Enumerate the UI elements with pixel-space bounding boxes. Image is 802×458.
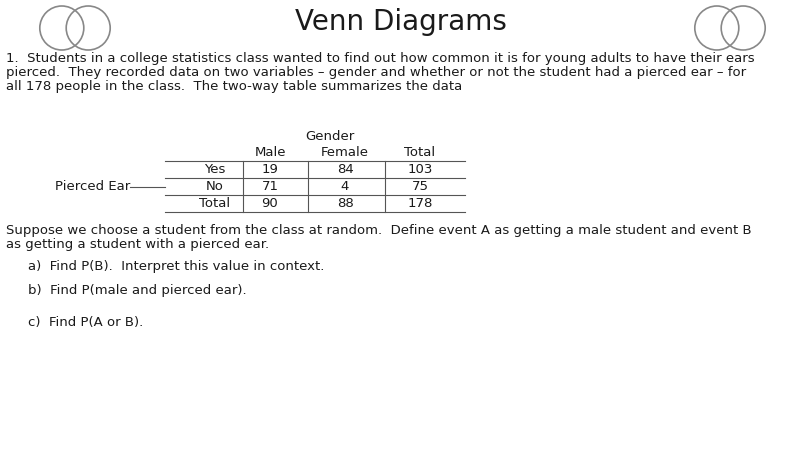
Text: Gender: Gender — [306, 130, 354, 143]
Text: 1.  Students in a college statistics class wanted to find out how common it is f: 1. Students in a college statistics clas… — [6, 52, 755, 65]
Text: Total: Total — [404, 146, 435, 159]
Text: b)  Find P(male and pierced ear).: b) Find P(male and pierced ear). — [28, 284, 247, 297]
Text: 103: 103 — [407, 163, 433, 176]
Text: Venn Diagrams: Venn Diagrams — [295, 8, 507, 36]
Text: 19: 19 — [261, 163, 278, 176]
Text: Suppose we choose a student from the class at random.  Define event A as getting: Suppose we choose a student from the cla… — [6, 224, 751, 237]
Text: 178: 178 — [407, 197, 433, 210]
Text: 75: 75 — [411, 180, 428, 193]
Text: No: No — [206, 180, 224, 193]
Text: as getting a student with a pierced ear.: as getting a student with a pierced ear. — [6, 238, 269, 251]
Text: Pierced Ear: Pierced Ear — [55, 180, 130, 193]
Text: a)  Find P(B).  Interpret this value in context.: a) Find P(B). Interpret this value in co… — [28, 260, 324, 273]
Text: 88: 88 — [337, 197, 354, 210]
Text: Total: Total — [200, 197, 230, 210]
Text: 4: 4 — [341, 180, 349, 193]
Text: pierced.  They recorded data on two variables – gender and whether or not the st: pierced. They recorded data on two varia… — [6, 66, 746, 79]
Text: 84: 84 — [337, 163, 354, 176]
Text: c)  Find P(A or B).: c) Find P(A or B). — [28, 316, 144, 329]
Text: 71: 71 — [261, 180, 278, 193]
Text: Female: Female — [321, 146, 369, 159]
Text: Male: Male — [254, 146, 286, 159]
Text: all 178 people in the class.  The two-way table summarizes the data: all 178 people in the class. The two-way… — [6, 80, 462, 93]
Text: Yes: Yes — [205, 163, 225, 176]
Text: 90: 90 — [261, 197, 278, 210]
